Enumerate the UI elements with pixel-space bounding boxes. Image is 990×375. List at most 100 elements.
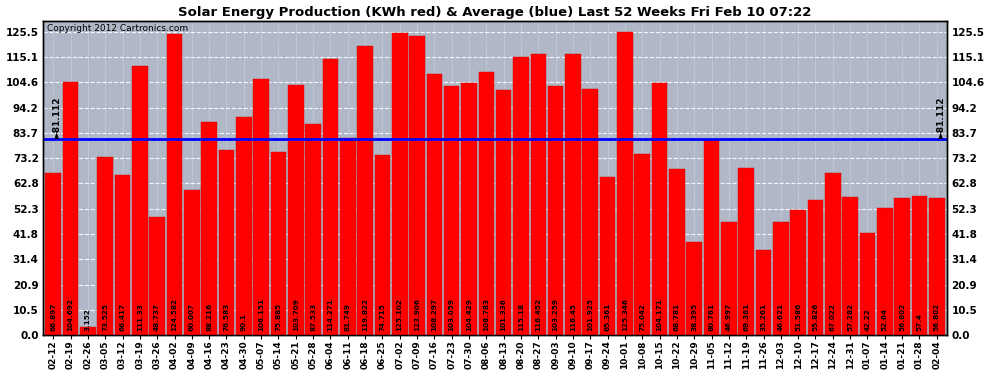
Bar (894, 198, 910, 335)
Bar (739, 168, 754, 335)
Bar (323, 59, 339, 335)
Text: 42.22: 42.22 (864, 309, 870, 332)
Bar (478, 72, 494, 335)
Bar (340, 138, 355, 335)
Bar (790, 210, 806, 335)
Bar (842, 197, 858, 335)
Text: 81.749: 81.749 (345, 303, 350, 332)
Text: 80.761: 80.761 (709, 303, 715, 332)
Text: 65.361: 65.361 (605, 303, 611, 332)
Text: 76.583: 76.583 (224, 303, 230, 332)
Text: 88.216: 88.216 (206, 303, 212, 332)
Text: 57.4: 57.4 (917, 314, 923, 332)
Text: 123.906: 123.906 (414, 298, 420, 332)
Text: 87.533: 87.533 (310, 303, 316, 332)
Text: 3.152: 3.152 (85, 309, 91, 332)
Text: 101.336: 101.336 (501, 298, 507, 332)
Bar (565, 54, 581, 335)
Text: 60.007: 60.007 (189, 303, 195, 332)
Bar (97, 158, 113, 335)
Text: 116.45: 116.45 (570, 303, 576, 332)
Text: 67.022: 67.022 (830, 303, 836, 332)
Text: 125.346: 125.346 (622, 298, 628, 332)
Text: 56.802: 56.802 (899, 303, 905, 332)
Text: 73.525: 73.525 (102, 303, 108, 332)
Bar (236, 117, 251, 335)
Text: 119.822: 119.822 (362, 298, 368, 332)
Text: 69.361: 69.361 (743, 303, 749, 332)
Bar (617, 32, 633, 335)
Bar (461, 83, 477, 335)
Bar (270, 152, 286, 335)
Text: ►81.112: ►81.112 (937, 96, 945, 138)
Bar (166, 34, 182, 335)
Text: 106.151: 106.151 (258, 298, 264, 332)
Bar (374, 154, 390, 335)
Text: 124.582: 124.582 (171, 298, 177, 332)
Bar (825, 173, 841, 335)
Text: 66.417: 66.417 (120, 303, 126, 332)
Title: Solar Energy Production (KWh red) & Average (blue) Last 52 Weeks Fri Feb 10 07:2: Solar Energy Production (KWh red) & Aver… (178, 6, 812, 18)
Bar (651, 84, 667, 335)
Bar (721, 222, 737, 335)
Text: 115.18: 115.18 (518, 303, 524, 332)
Bar (46, 174, 61, 335)
Bar (669, 169, 685, 335)
Text: 48.737: 48.737 (154, 303, 160, 332)
Bar (288, 85, 304, 335)
Bar (635, 154, 650, 335)
Text: 103.059: 103.059 (448, 298, 454, 332)
Text: 35.261: 35.261 (760, 303, 766, 332)
Text: 104.171: 104.171 (656, 298, 662, 332)
Text: 38.395: 38.395 (691, 303, 697, 332)
Bar (427, 74, 443, 335)
Bar (547, 86, 563, 335)
Bar (444, 86, 459, 335)
Bar (392, 33, 408, 335)
Text: 52.64: 52.64 (882, 308, 888, 332)
Text: 111.33: 111.33 (137, 304, 143, 332)
Bar (357, 46, 373, 335)
Bar (704, 140, 720, 335)
Bar (859, 233, 875, 335)
Bar (132, 66, 148, 335)
Bar (755, 250, 771, 335)
Bar (582, 89, 598, 335)
Text: 90.1: 90.1 (241, 314, 247, 332)
Bar (409, 36, 425, 335)
Bar (877, 208, 893, 335)
Text: Copyright 2012 Cartronics.com: Copyright 2012 Cartronics.com (48, 24, 188, 33)
Text: 75.042: 75.042 (640, 303, 645, 332)
Text: 56.802: 56.802 (934, 303, 940, 332)
Text: 116.452: 116.452 (536, 298, 542, 332)
Text: 74.715: 74.715 (379, 303, 385, 332)
Bar (219, 150, 235, 335)
Bar (149, 217, 165, 335)
Bar (912, 196, 928, 335)
Bar (686, 242, 702, 335)
Bar (496, 90, 512, 335)
Text: 55.826: 55.826 (813, 303, 819, 332)
Text: 108.783: 108.783 (483, 298, 489, 332)
Bar (773, 222, 789, 335)
Text: 103.259: 103.259 (552, 298, 558, 332)
Bar (253, 79, 269, 335)
Bar (929, 198, 944, 335)
Bar (531, 54, 546, 335)
Text: 68.781: 68.781 (674, 303, 680, 332)
Bar (808, 200, 824, 335)
Text: 57.282: 57.282 (847, 303, 853, 332)
Bar (184, 190, 200, 335)
Text: 104.429: 104.429 (466, 298, 472, 332)
Bar (201, 122, 217, 335)
Bar (600, 177, 616, 335)
Text: 46.621: 46.621 (778, 303, 784, 332)
Text: 114.271: 114.271 (328, 298, 334, 332)
Text: 104.692: 104.692 (67, 298, 73, 332)
Bar (62, 82, 78, 335)
Bar (115, 175, 131, 335)
Text: 103.709: 103.709 (293, 298, 299, 332)
Text: 66.897: 66.897 (50, 303, 56, 332)
Text: 46.997: 46.997 (726, 303, 732, 332)
Text: 125.102: 125.102 (397, 298, 403, 332)
